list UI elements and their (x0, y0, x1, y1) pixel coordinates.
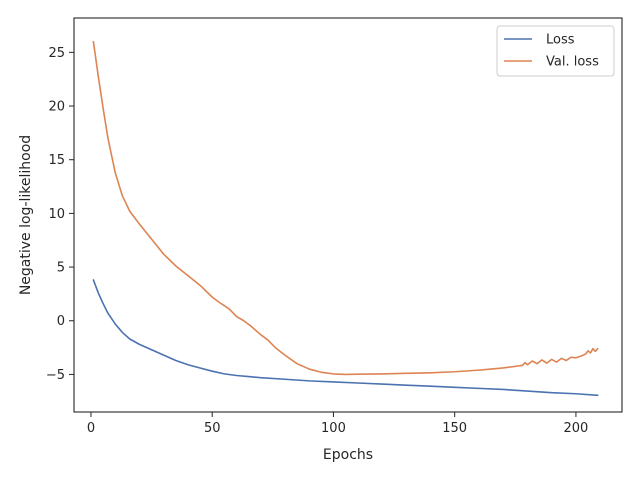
x-tick-label: 200 (564, 421, 589, 436)
series-layer (92, 40, 599, 397)
plot-area (73, 17, 623, 413)
x-tick-label: 150 (442, 421, 467, 436)
x-tick-label: 50 (204, 421, 221, 436)
series-line-loss (92, 279, 599, 397)
series-line-val-loss (92, 40, 599, 376)
x-axis-label: Epochs (323, 447, 373, 463)
axes-frame (73, 17, 623, 413)
y-axis-label: Negative log-likelihood (18, 135, 34, 295)
y-tick-label: −5 (46, 368, 65, 383)
x-tick-label: 0 (87, 421, 95, 436)
legend-label: Loss (546, 33, 575, 48)
y-tick-label: 20 (48, 100, 65, 115)
y-axis-ticks: −5 0 5 10 15 20 25 (46, 46, 74, 383)
y-tick-label: 5 (57, 261, 65, 276)
y-tick-label: 10 (48, 207, 65, 222)
x-tick-label: 100 (321, 421, 346, 436)
legend: Loss Val. loss (496, 25, 615, 77)
y-tick-label: 15 (48, 153, 65, 168)
legend-label: Val. loss (546, 55, 599, 70)
y-tick-label: 0 (57, 314, 65, 329)
y-tick-label: 25 (48, 46, 65, 61)
x-axis-ticks: 0 50 100 150 200 (87, 412, 589, 436)
